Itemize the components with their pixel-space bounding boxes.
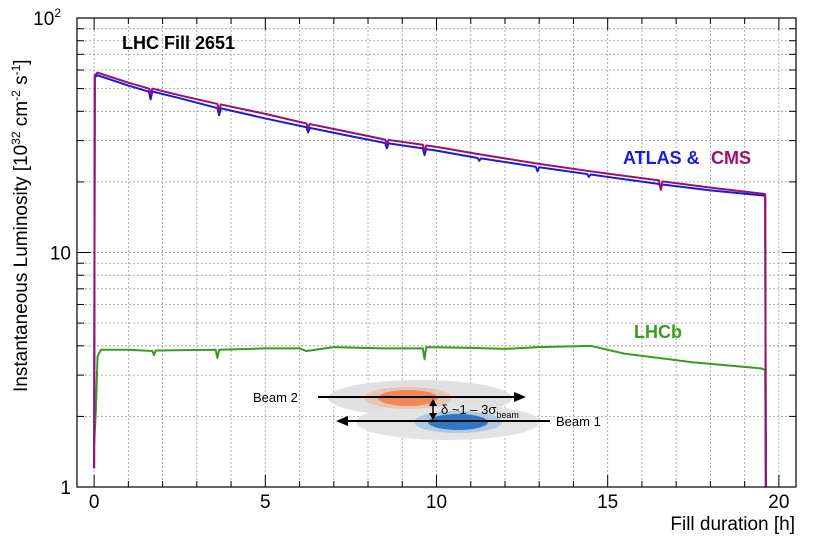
x-tick-label: 20 (768, 492, 789, 513)
chart-title: LHC Fill 2651 (122, 33, 235, 53)
beam2-label: Beam 2 (253, 390, 298, 405)
y-axis-title-exp1: 32 (9, 131, 23, 145)
y-axis-title: Instantaneous Luminosity [1032 cm-2 s-1] (9, 59, 32, 392)
separation-arrowhead-up (429, 399, 437, 406)
beam1-label: Beam 1 (556, 414, 601, 429)
y-axis-title-cm: cm (11, 101, 32, 132)
x-tick-label: 15 (597, 492, 618, 513)
series-line-cms (93, 71, 767, 488)
beam1-arrowhead (336, 416, 348, 426)
y-tick-label-base: 10 (33, 9, 54, 30)
y-tick-label: 1 (60, 478, 71, 499)
separation-arrowhead-down (429, 413, 437, 420)
x-tick-label: 5 (260, 492, 271, 513)
y-axis-title-text: Instantaneous Luminosity [10 (11, 145, 32, 392)
x-tick-label: 0 (89, 492, 100, 513)
series-lines (93, 71, 767, 488)
separation-value: δ ~1 – 3σ (441, 402, 496, 417)
y-axis-title-exp3: -1 (9, 64, 23, 75)
atlas-label: ATLAS & (623, 148, 700, 168)
lhcb-label: LHCb (634, 322, 682, 342)
y-axis-title-exp2: -2 (9, 90, 23, 101)
series-line-lhcb (93, 344, 767, 488)
y-tick-label: 102 (33, 6, 61, 30)
cms-label: CMS (711, 148, 751, 168)
y-tick-label-exponent: 2 (54, 6, 61, 20)
separation-subscript: beam (496, 410, 519, 420)
y-axis-title-end: ] (11, 59, 32, 64)
beam2-arrowhead (514, 392, 526, 402)
x-tick-label: 10 (426, 492, 447, 513)
y-tick-label: 10 (50, 244, 71, 265)
separation-label: δ ~1 – 3σbeam (441, 402, 519, 420)
y-axis-title-s: s (11, 75, 32, 90)
beam-inset: Beam 2 Beam 1 δ ~1 – 3σbeam (253, 380, 601, 440)
x-axis-title: Fill duration [h] (670, 514, 795, 535)
